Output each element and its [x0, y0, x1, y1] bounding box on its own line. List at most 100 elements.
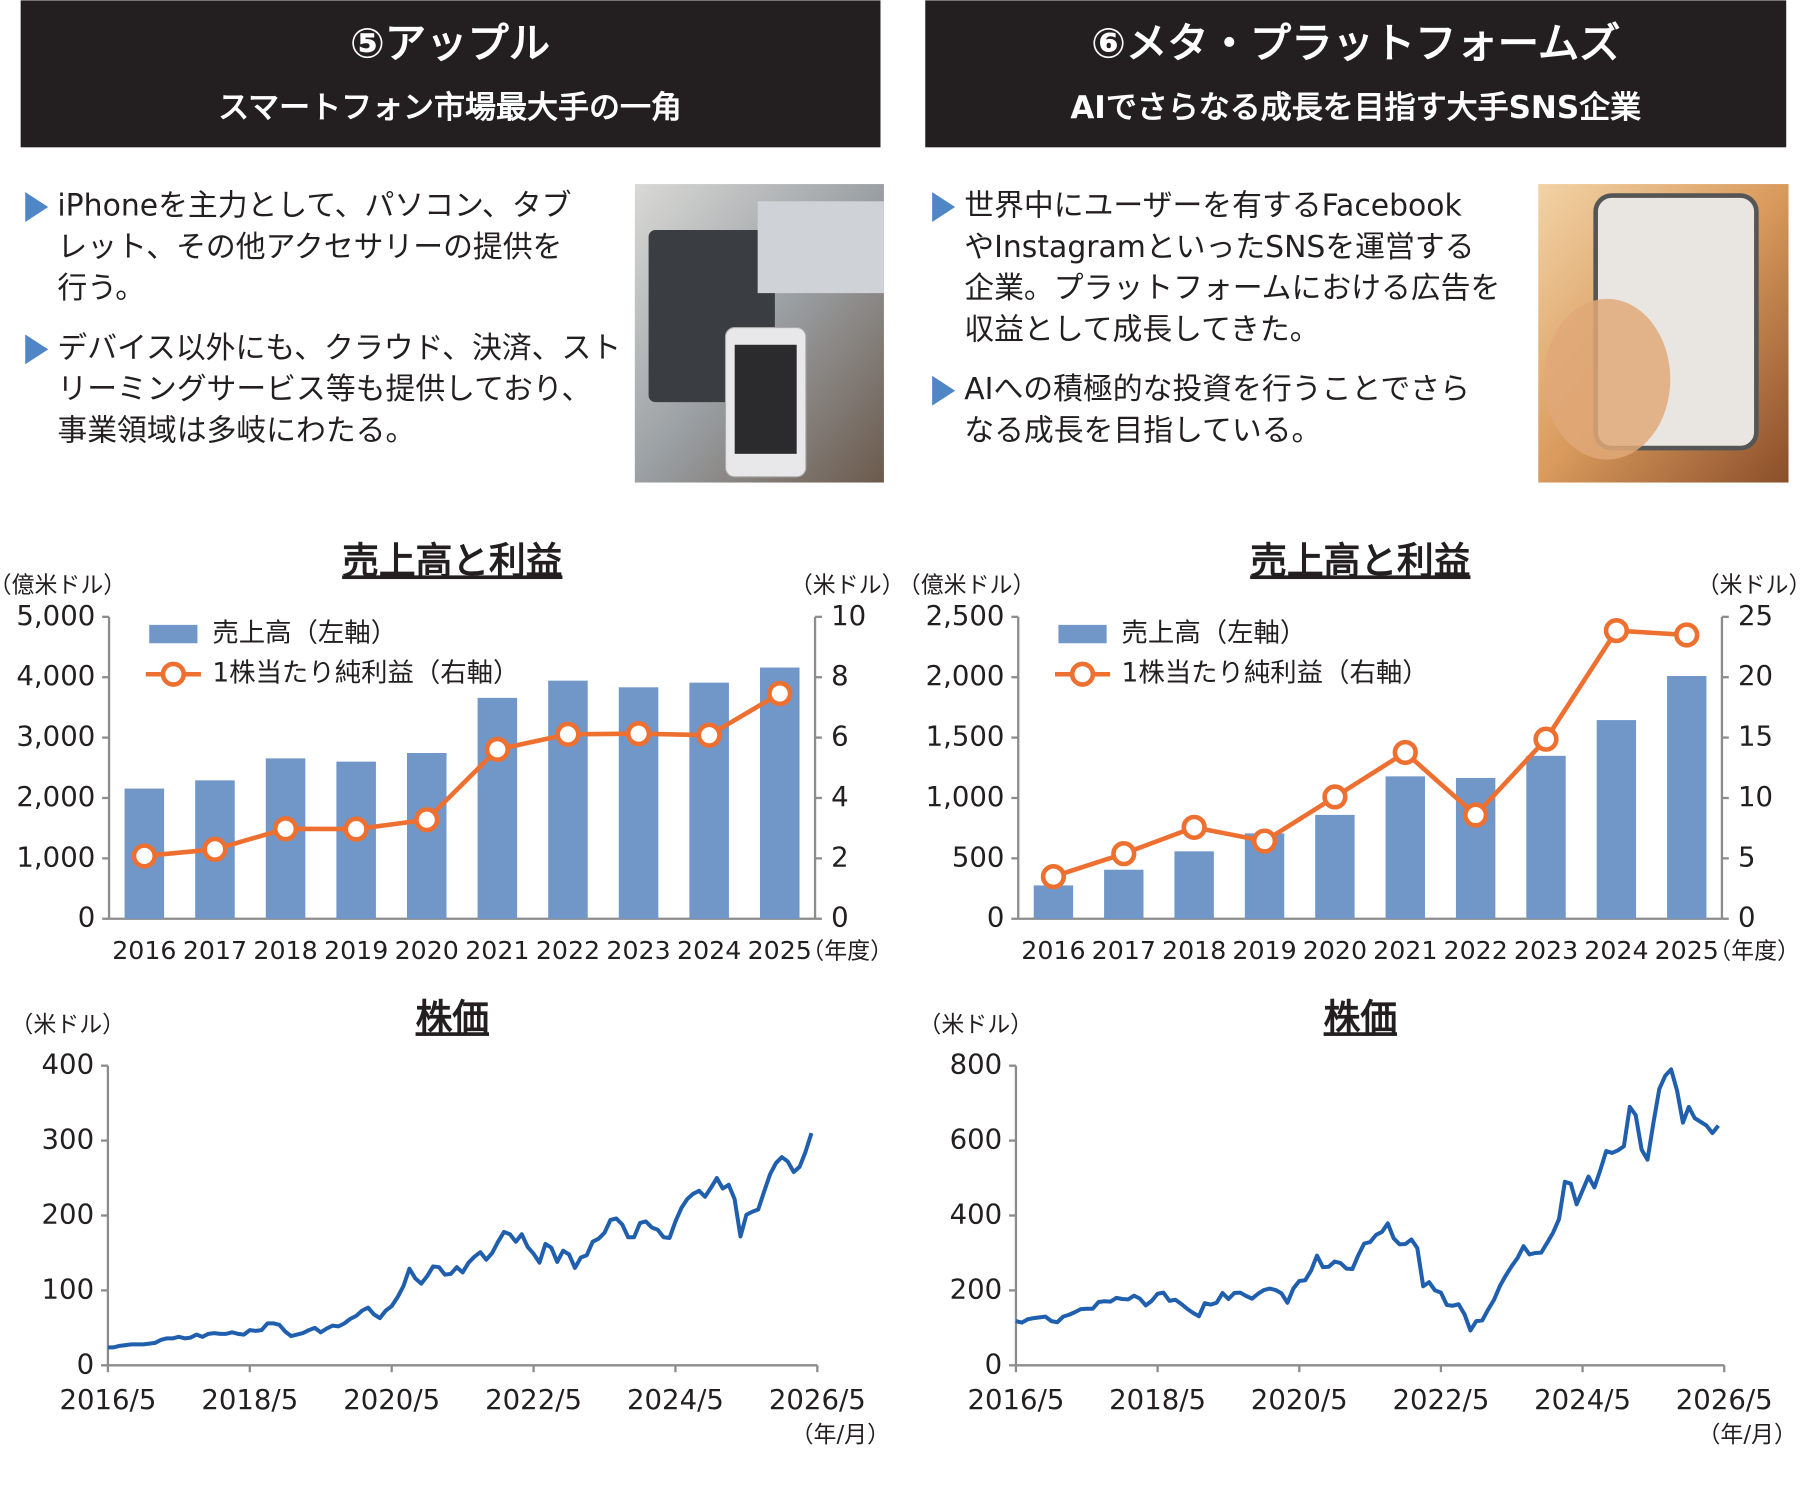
- line-marker: [414, 807, 440, 833]
- y-tick-label: 1,000: [16, 841, 95, 873]
- y-tick-label: 200: [42, 1198, 95, 1230]
- y-tick-label: 500: [952, 841, 1005, 873]
- x-tick-label: 2025: [748, 936, 812, 965]
- legend-label: 1株当たり純利益（右軸）: [212, 658, 519, 689]
- bar: [548, 680, 588, 919]
- y-tick-label: 2,500: [926, 600, 1005, 632]
- legend-swatch: [149, 624, 198, 644]
- y-unit: （億米ドル）: [898, 572, 1036, 598]
- y2-tick-label: 5: [1738, 841, 1756, 873]
- x-tick-label: 2024/5: [627, 1384, 724, 1416]
- y2-tick-label: 15: [1738, 721, 1773, 753]
- line-marker: [484, 736, 510, 763]
- chart-title: 株価: [416, 996, 489, 1039]
- line-marker: [625, 721, 652, 747]
- y-tick-label: 0: [987, 902, 1005, 934]
- line-marker: [696, 722, 722, 748]
- bar: [1104, 869, 1144, 919]
- x-tick-label: 2016/5: [967, 1384, 1064, 1416]
- bar: [1385, 776, 1425, 919]
- y-unit: （米ドル）: [10, 1012, 125, 1038]
- x-tick-label: 2017: [1092, 936, 1156, 965]
- legend-marker: [1069, 661, 1096, 687]
- y-tick-label: 200: [950, 1273, 1003, 1305]
- x-tick-label: 2018: [253, 936, 317, 965]
- y-tick-label: 0: [77, 1348, 95, 1380]
- price-line: [1015, 1067, 1720, 1333]
- x-tick-label: 2023: [606, 936, 670, 965]
- legend-label: 売上高（左軸）: [1122, 618, 1307, 649]
- y-tick-label: 2,000: [926, 660, 1005, 692]
- x-tick-label: 2023: [1514, 936, 1578, 965]
- bullet-text: デバイス以外にも、クラウド、決済、スト: [57, 331, 621, 366]
- y-tick-label: 400: [42, 1049, 95, 1081]
- y-tick-label: 400: [950, 1198, 1003, 1230]
- y-unit: （億米ドル）: [0, 572, 126, 598]
- photo: [634, 184, 884, 483]
- photo: [1538, 184, 1789, 483]
- legend-label: 1株当たり純利益（右軸）: [1122, 658, 1429, 689]
- y2-tick-label: 0: [1738, 902, 1756, 934]
- y-tick-label: 0: [985, 1348, 1003, 1380]
- bullet-text: やInstagramといったSNSを運営する: [964, 230, 1474, 265]
- y-tick-label: 1,000: [926, 781, 1005, 813]
- y2-tick-label: 6: [831, 721, 849, 753]
- bar: [1667, 676, 1707, 919]
- y-tick-label: 5,000: [16, 600, 95, 632]
- line-marker: [1251, 828, 1278, 854]
- x-unit: （年/月）: [1697, 1422, 1796, 1448]
- line-marker: [555, 721, 581, 747]
- panel-subtitle: スマートフォン市場最大手の一角: [218, 90, 682, 126]
- x-tick-label: 2020: [395, 936, 459, 965]
- x-tick-label: 2022/5: [485, 1384, 582, 1416]
- line-marker: [272, 816, 299, 842]
- y2-unit: （米ドル）: [1697, 572, 1800, 598]
- line-marker: [1040, 863, 1067, 890]
- x-tick-label: 2019: [324, 936, 388, 965]
- price-line: [107, 1132, 814, 1350]
- x-tick-label: 2018/5: [201, 1384, 298, 1416]
- y2-tick-label: 25: [1738, 600, 1773, 632]
- line-marker: [1463, 802, 1489, 828]
- line-marker: [202, 836, 228, 862]
- x-tick-label: 2017: [183, 936, 247, 965]
- panel-title: ⑤アップル: [350, 19, 550, 67]
- x-unit: （年度）: [1708, 939, 1800, 965]
- bullet-text: 行う。: [57, 271, 145, 306]
- line: [1052, 628, 1687, 879]
- y-tick-label: 1,500: [926, 721, 1005, 753]
- line-marker: [1392, 739, 1418, 766]
- panel-subtitle: AIでさらなる成長を目指す大手SNS企業: [1070, 90, 1641, 126]
- bullet-text: レット、その他アクセサリーの提供を: [57, 230, 562, 265]
- bar: [759, 667, 800, 919]
- y-tick-label: 3,000: [16, 721, 95, 753]
- bullet-text: なる成長を目指している。: [964, 414, 1321, 449]
- bullet-text: AIへの積極的な投資を行うことでさら: [964, 372, 1470, 407]
- x-tick-label: 2026/5: [769, 1384, 866, 1416]
- line-marker: [1111, 841, 1137, 867]
- x-unit: （年/月）: [791, 1422, 890, 1448]
- y-tick-label: 4,000: [16, 660, 95, 692]
- bar: [477, 697, 518, 919]
- bullet-marker: [25, 192, 49, 222]
- x-unit: （年度）: [801, 939, 893, 965]
- bar: [1315, 814, 1355, 919]
- bullet-marker: [932, 192, 956, 222]
- line-marker: [1322, 784, 1348, 810]
- x-tick-label: 2024: [1584, 936, 1648, 965]
- x-tick-label: 2020: [1303, 936, 1367, 965]
- bar: [1596, 720, 1637, 919]
- y-tick-label: 100: [42, 1273, 95, 1305]
- bullet-marker: [932, 375, 956, 406]
- line: [144, 691, 781, 859]
- bullet-text: リーミングサービス等も提供しており、: [57, 372, 591, 407]
- bullet-text: 企業。プラットフォームにおける広告を: [964, 271, 1500, 306]
- line-marker: [343, 816, 369, 842]
- x-tick-label: 2020/5: [1251, 1384, 1348, 1416]
- y2-tick-label: 10: [831, 600, 866, 632]
- y2-tick-label: 20: [1738, 660, 1773, 692]
- y2-tick-label: 0: [831, 902, 849, 934]
- header-box: [925, 0, 1787, 148]
- y2-tick-label: 8: [831, 660, 849, 692]
- chart-title: 売上高と利益: [1250, 539, 1470, 582]
